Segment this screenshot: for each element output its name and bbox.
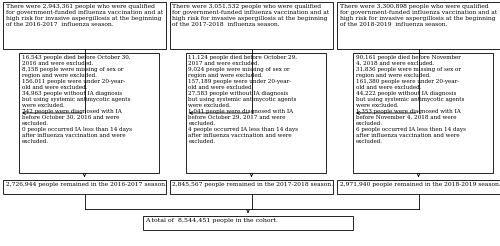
- Text: 16,543 people died before October 30,
2016 and were excluded.
8,158 people were : 16,543 people died before October 30, 20…: [22, 55, 132, 144]
- Bar: [337, 2, 500, 49]
- Text: 2,726,944 people remained in the 2016-2017 season.: 2,726,944 people remained in the 2016-20…: [6, 182, 166, 187]
- Bar: [19, 53, 159, 173]
- Bar: [143, 216, 353, 230]
- Text: 2,971,940 people remained in the 2018-2019 season.: 2,971,940 people remained in the 2018-20…: [340, 182, 500, 187]
- Text: 90,161 people died before November
4, 2018 and were excluded.
31,836 people were: 90,161 people died before November 4, 20…: [356, 55, 466, 144]
- Bar: [337, 180, 500, 194]
- Text: 11,124 people died before October 29,
2017 and were excluded.
9,024 people were : 11,124 people died before October 29, 20…: [188, 55, 298, 144]
- Text: There were 2,943,361 people who were qualified
for government-funded influenza v: There were 2,943,361 people who were qua…: [6, 4, 162, 27]
- Text: There were 3,300,898 people who were qualified
for government-funded influenza v: There were 3,300,898 people who were qua…: [340, 4, 496, 27]
- Bar: [170, 180, 333, 194]
- Bar: [186, 53, 326, 173]
- Bar: [3, 2, 166, 49]
- Bar: [353, 53, 493, 173]
- Text: 2,845,567 people remained in the 2017-2018 season.: 2,845,567 people remained in the 2017-20…: [172, 182, 334, 187]
- Bar: [170, 2, 333, 49]
- Text: A total of  8,544,451 people in the cohort.: A total of 8,544,451 people in the cohor…: [146, 218, 278, 223]
- Text: There were 3,051,532 people who were qualified
for government-funded influenza v: There were 3,051,532 people who were qua…: [172, 4, 330, 27]
- Bar: [3, 180, 166, 194]
